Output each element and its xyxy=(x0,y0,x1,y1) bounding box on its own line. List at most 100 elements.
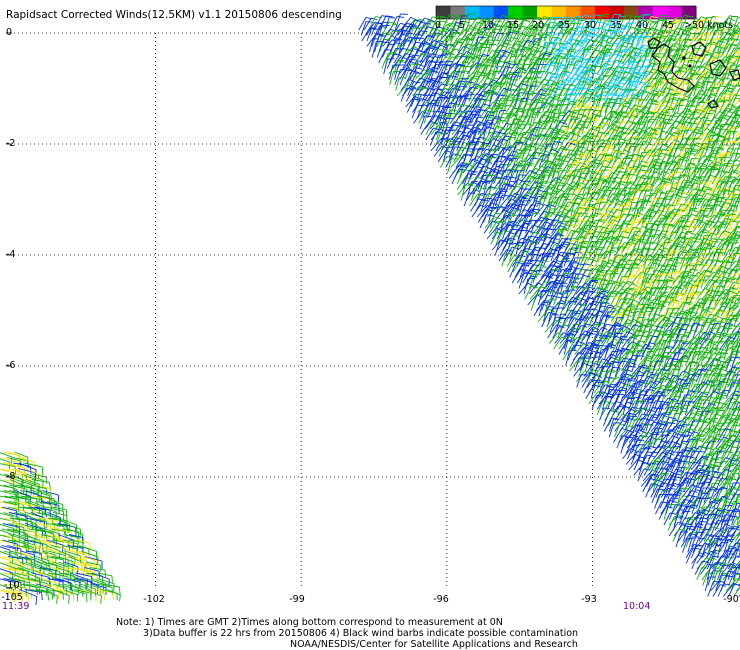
wind-barb xyxy=(601,49,607,64)
wind-barb-flag xyxy=(538,107,547,109)
wind-barb-flag xyxy=(551,180,559,182)
wind-barb xyxy=(573,57,583,69)
wind-barb xyxy=(683,45,690,58)
wind-barb-flag xyxy=(426,26,435,29)
wind-barb-flag xyxy=(712,86,720,89)
wind-barb-flag xyxy=(438,54,446,57)
wind-barb-flag xyxy=(726,33,733,36)
wind-barb-flag xyxy=(413,54,420,57)
wind-barb-flag xyxy=(570,141,578,144)
wind-barb-flag xyxy=(639,121,646,123)
wind-barb xyxy=(501,31,511,47)
wind-barb-flag xyxy=(633,113,642,116)
wind-barb-flag xyxy=(448,52,455,56)
wind-barb xyxy=(553,33,560,47)
wind-barb-flag xyxy=(504,43,512,46)
wind-barb-flag xyxy=(610,53,618,55)
wind-barb xyxy=(525,40,535,53)
wind-barb-flag xyxy=(630,50,637,54)
wind-barb-flag xyxy=(496,146,505,149)
wind-barb xyxy=(433,20,442,36)
wind-barb-flag xyxy=(556,16,563,19)
wind-barb xyxy=(706,38,715,53)
wind-barb-flag xyxy=(575,16,583,21)
wind-barb-flag xyxy=(724,162,733,165)
wind-barb xyxy=(709,46,718,58)
wind-barb-flag xyxy=(705,224,713,226)
wind-barb-flag xyxy=(472,48,480,50)
wind-barb-flag xyxy=(526,123,533,126)
wind-barb-flag xyxy=(492,50,499,54)
wind-barb-flag xyxy=(687,231,695,236)
wind-barb-flag xyxy=(552,190,560,193)
wind-barb-flag xyxy=(522,197,529,200)
wind-barb-flag xyxy=(558,22,566,24)
wind-barb-flag xyxy=(499,94,506,97)
wind-barb-flag xyxy=(729,213,737,216)
wind-barb-flag xyxy=(613,135,621,137)
wind-barb-flag xyxy=(468,173,476,175)
wind-barb xyxy=(675,38,685,53)
wind-barb-flag xyxy=(705,146,713,149)
wind-barb xyxy=(371,33,377,47)
wind-barb-flag xyxy=(718,51,725,54)
wind-barb-flag xyxy=(631,197,638,200)
wind-barb-flag xyxy=(624,66,631,70)
wind-barb xyxy=(387,31,393,47)
wind-barb xyxy=(623,15,633,31)
wind-barb-flag xyxy=(514,43,522,46)
wind-barb-flag xyxy=(397,15,405,19)
wind-barb-flag xyxy=(556,54,565,58)
wind-barb-flag xyxy=(575,50,582,52)
legend-color-swatch xyxy=(508,6,524,19)
wind-barb xyxy=(488,15,496,31)
wind-barb-flag xyxy=(446,60,453,63)
wind-barb-flag xyxy=(509,94,516,96)
wind-barb-flag xyxy=(433,104,440,107)
wind-barb xyxy=(428,56,435,69)
wind-barb-flag xyxy=(541,53,549,57)
wind-barb xyxy=(727,38,736,53)
wind-barb-flag xyxy=(676,54,684,58)
wind-barb xyxy=(511,54,520,69)
wind-barb-flag xyxy=(528,53,536,56)
wind-barb xyxy=(606,59,617,75)
wind-barb-flag xyxy=(646,120,654,123)
wind-barb-flag xyxy=(726,108,734,110)
wind-barb-flag xyxy=(631,80,639,83)
legend-color-swatch xyxy=(537,6,553,19)
wind-barb-flag xyxy=(502,230,510,233)
wind-barb-flag xyxy=(665,223,674,226)
wind-barb xyxy=(579,58,589,69)
wind-barb-flag xyxy=(599,44,606,48)
wind-barb-flag xyxy=(579,146,587,149)
wind-barb xyxy=(721,50,734,64)
wind-barb-flag xyxy=(592,152,600,155)
wind-barb-flag xyxy=(581,201,590,203)
wind-barb xyxy=(563,33,574,47)
wind-barb-flag xyxy=(554,141,562,143)
wind-barb xyxy=(482,50,493,64)
wind-barb xyxy=(732,17,739,31)
wind-barb-flag xyxy=(468,24,475,29)
wind-barb-flag xyxy=(531,157,539,160)
wind-barb xyxy=(470,31,478,47)
wind-barb xyxy=(509,75,516,91)
wind-barb xyxy=(558,53,567,69)
legend-frame xyxy=(435,5,697,20)
wind-barb-flag xyxy=(495,28,502,32)
wind-barb-flag xyxy=(508,185,516,188)
wind-barb xyxy=(423,44,430,58)
wind-barb xyxy=(605,34,617,47)
wind-barb-flag xyxy=(639,169,647,172)
wind-barb-flag xyxy=(579,109,587,111)
wind-barb-flag xyxy=(624,54,633,58)
wind-barb-flag xyxy=(406,49,414,52)
wind-barb-flag xyxy=(655,177,662,179)
wind-barb-flag xyxy=(557,181,565,184)
wind-barb-flag xyxy=(478,36,486,38)
wind-barb-flag xyxy=(604,22,611,27)
wind-barb xyxy=(518,115,528,130)
wind-barb-flag xyxy=(706,42,715,46)
wind-barb-flag xyxy=(677,164,684,167)
